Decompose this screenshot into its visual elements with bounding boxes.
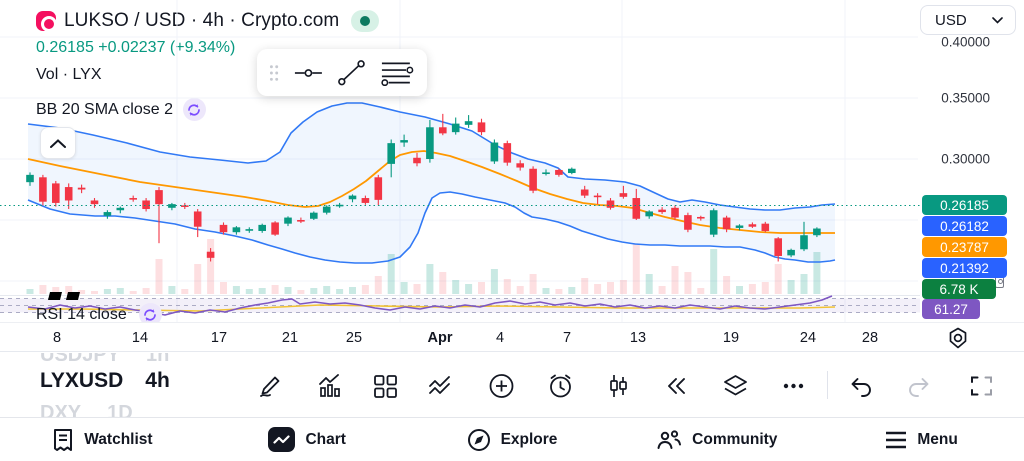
undo-icon[interactable] — [845, 371, 875, 401]
price-tick-label: 0.40000 — [941, 34, 990, 50]
nav-watchlist[interactable]: Watchlist — [0, 418, 205, 461]
time-axis-label: 19 — [722, 330, 740, 346]
price-change: +0.02237 (+9.34%) — [98, 39, 236, 56]
price-chart-canvas[interactable] — [0, 0, 1024, 322]
draw-icon[interactable] — [255, 371, 285, 401]
symbol-title[interactable]: LUKSO / USD · 4h · Crypto.com — [64, 10, 340, 31]
explore-compass-icon — [467, 428, 490, 451]
indicators-icon[interactable] — [315, 371, 345, 401]
fullscreen-icon[interactable] — [966, 371, 996, 401]
time-axis-label: 14 — [131, 330, 149, 346]
currency-selector[interactable]: USD — [920, 5, 1016, 35]
time-axis[interactable]: 8 14 17 21 25 Apr 4 7 13 19 24 28 — [0, 322, 1024, 352]
layout-grid-icon[interactable] — [370, 371, 400, 401]
fib-retracement-tool-icon[interactable] — [380, 60, 415, 86]
add-circle-icon[interactable] — [486, 371, 516, 401]
bb-sync-icon[interactable] — [182, 98, 206, 121]
lukso-logo-icon — [36, 11, 57, 32]
trend-line-tool-icon[interactable] — [337, 59, 366, 86]
price-change-row: 0.26185 +0.02237 (+9.34%) — [36, 39, 235, 57]
drag-handle[interactable] — [269, 64, 279, 82]
rsi-study-label[interactable]: RSI 14 close — [36, 305, 127, 323]
drawing-toolbar — [257, 49, 427, 96]
price-tick-label: 0.35000 — [941, 90, 990, 106]
price-tick-label: 0.30000 — [941, 151, 990, 167]
symbol-picker-current[interactable]: LYXUSD 4h — [40, 369, 170, 393]
community-people-icon — [657, 429, 682, 449]
replay-icon[interactable] — [661, 371, 691, 401]
more-icon[interactable] — [778, 371, 808, 401]
chart-toolbar: USDJPY 1h LYXUSD 4h DXY 1D — [0, 353, 1024, 417]
layers-icon[interactable] — [720, 371, 750, 401]
compare-icon[interactable] — [425, 371, 455, 401]
time-axis-label: 7 — [562, 330, 572, 346]
time-axis-label: 4 — [495, 330, 505, 346]
axis-settings-icon[interactable] — [945, 325, 971, 351]
current-interval[interactable]: 4h — [145, 369, 170, 392]
symbol-picker-next[interactable]: DXY 1D — [40, 402, 133, 417]
time-axis-label: 28 — [861, 330, 879, 346]
last-price: 0.26185 — [36, 39, 94, 56]
menu-hamburger-icon — [886, 431, 907, 448]
bb-study-label[interactable]: BB 20 SMA close 2 — [36, 100, 173, 118]
time-axis-label: Apr — [427, 330, 453, 346]
bb-study-row[interactable]: BB 20 SMA close 2 — [36, 98, 206, 121]
volume-study-label[interactable]: Vol · LYX — [36, 66, 102, 83]
alert-clock-icon[interactable] — [545, 371, 575, 401]
symbol-header[interactable]: LUKSO / USD · 4h · Crypto.com — [36, 10, 380, 32]
price-badge: 0.26182 — [922, 216, 1007, 236]
collapse-panel-button[interactable] — [40, 127, 76, 159]
price-badge: 6.78 K — [922, 279, 996, 299]
nav-chart[interactable]: Chart — [205, 418, 410, 461]
nav-explore[interactable]: Explore — [410, 418, 615, 461]
price-badge: 0.26185 — [922, 195, 1007, 215]
time-axis-label: 21 — [281, 330, 299, 346]
time-axis-label: 24 — [799, 330, 817, 346]
time-axis-label: 8 — [52, 330, 62, 346]
horizontal-line-tool-icon[interactable] — [293, 61, 324, 85]
price-badge: 0.21392 — [922, 258, 1007, 278]
chevron-down-icon — [992, 16, 1003, 24]
redo-icon[interactable] — [904, 371, 934, 401]
nav-community[interactable]: Community — [614, 418, 819, 461]
current-symbol[interactable]: LYXUSD — [40, 369, 124, 392]
market-status-badge — [351, 10, 380, 32]
symbol-picker-prev[interactable]: USDJPY 1h — [40, 353, 170, 366]
chart-icon — [268, 427, 296, 452]
bar-style-icon[interactable] — [603, 371, 633, 401]
price-badge: 61.27 — [922, 299, 980, 319]
rsi-study-row[interactable]: RSI 14 close — [36, 303, 162, 326]
market-open-dot-icon — [360, 16, 371, 26]
time-axis-label: 13 — [629, 330, 647, 346]
watchlist-icon — [54, 428, 73, 451]
time-axis-label: 25 — [345, 330, 363, 346]
nav-menu[interactable]: Menu — [819, 418, 1024, 461]
price-badge: 0.23787 — [922, 237, 1007, 257]
rsi-sync-icon[interactable] — [138, 303, 162, 326]
currency-value: USD — [935, 11, 967, 29]
chevron-up-icon — [50, 138, 66, 148]
time-axis-label: 17 — [210, 330, 228, 346]
bottom-navigation: Watchlist Chart Explore Com — [0, 417, 1024, 461]
toolbar-divider — [827, 371, 828, 399]
